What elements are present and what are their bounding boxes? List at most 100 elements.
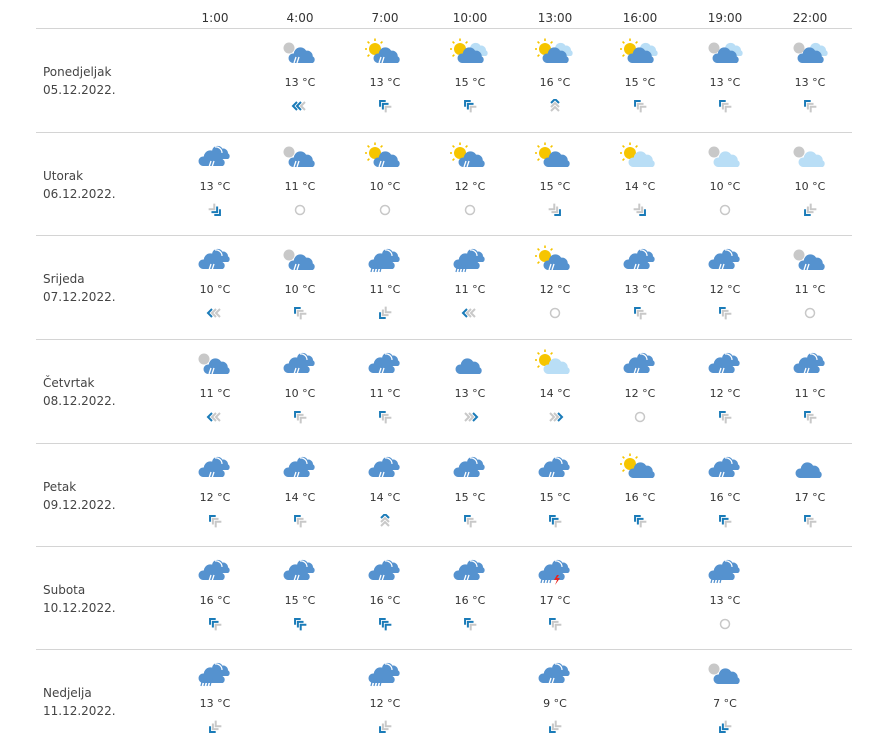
temperature: 13 °C [709, 594, 741, 607]
clouds-rain-icon [685, 453, 765, 483]
temperature: 11 °C [284, 180, 316, 193]
night-cloud-icon [685, 659, 765, 689]
night-light-cloud-icon [770, 142, 850, 172]
temperature: 11 °C [794, 387, 826, 400]
day-label: Srijeda 07.12.2022. [43, 270, 116, 306]
forecast-cell: 10 °C [345, 142, 425, 217]
temperature: 17 °C [794, 491, 826, 504]
sun-cloud-icon [515, 142, 595, 172]
day-name: Nedjelja [43, 686, 92, 700]
temperature: 17 °C [539, 594, 571, 607]
temperature: 16 °C [369, 594, 401, 607]
temperature: 13 °C [199, 180, 231, 193]
wind-calm-icon [430, 203, 510, 217]
day-name: Ponedjeljak [43, 65, 112, 79]
temperature: 10 °C [284, 387, 316, 400]
forecast-cell: 12 °C [685, 349, 765, 424]
wind-direction-icon [430, 514, 510, 528]
clouds-rain-icon [430, 453, 510, 483]
wind-calm-icon [515, 306, 595, 320]
forecast-cell: 11 °C [345, 245, 425, 320]
wind-direction-icon [685, 410, 765, 424]
forecast-cell: 11 °C [430, 245, 510, 320]
temperature: 10 °C [709, 180, 741, 193]
temperature: 13 °C [199, 697, 231, 710]
wind-direction-icon [345, 99, 425, 113]
hour-header: 16:00 [622, 11, 658, 25]
day-label: Četvrtak 08.12.2022. [43, 374, 116, 410]
forecast-cell: 12 °C [515, 245, 595, 320]
day-date: 05.12.2022. [43, 83, 116, 97]
wind-direction-icon [515, 410, 595, 424]
wind-direction-icon [260, 306, 340, 320]
wind-direction-icon [430, 99, 510, 113]
wind-direction-icon [770, 410, 850, 424]
wind-direction-icon [515, 617, 595, 631]
temperature: 16 °C [454, 594, 486, 607]
forecast-cell: 16 °C [515, 38, 595, 113]
temperature: 14 °C [369, 491, 401, 504]
wind-direction-icon [515, 514, 595, 528]
wind-calm-icon [345, 203, 425, 217]
day-date: 06.12.2022. [43, 187, 116, 201]
row-divider [36, 339, 852, 340]
forecast-cell: 11 °C [770, 245, 850, 320]
temperature: 13 °C [369, 76, 401, 89]
day-date: 09.12.2022. [43, 498, 116, 512]
temperature: 10 °C [284, 283, 316, 296]
temperature: 14 °C [539, 387, 571, 400]
wind-direction-icon [345, 617, 425, 631]
sun-clouds-icon [430, 38, 510, 68]
day-name: Petak [43, 480, 77, 494]
wind-direction-icon [260, 410, 340, 424]
day-date: 11.12.2022. [43, 704, 116, 718]
forecast-cell: 12 °C [345, 659, 425, 734]
row-divider [36, 443, 852, 444]
clouds-rain-icon [260, 349, 340, 379]
sun-clouds-icon [600, 38, 680, 68]
forecast-cell: 14 °C [260, 453, 340, 528]
wind-calm-icon [770, 306, 850, 320]
temperature: 12 °C [539, 283, 571, 296]
clouds-rain-icon [600, 245, 680, 275]
temperature: 10 °C [199, 283, 231, 296]
clouds-rain-icon [515, 453, 595, 483]
temperature: 16 °C [199, 594, 231, 607]
temperature: 10 °C [794, 180, 826, 193]
temperature: 13 °C [709, 76, 741, 89]
wind-direction-icon [600, 203, 680, 217]
night-clouds-icon [770, 38, 850, 68]
night-cloud-rain-icon [260, 142, 340, 172]
forecast-cell: 13 °C [345, 38, 425, 113]
night-cloud-rain-icon [260, 245, 340, 275]
wind-direction-icon [260, 514, 340, 528]
forecast-cell: 13 °C [600, 245, 680, 320]
hour-header: 22:00 [792, 11, 828, 25]
forecast-cell: 10 °C [770, 142, 850, 217]
day-label: Ponedjeljak 05.12.2022. [43, 63, 116, 99]
night-cloud-rain-icon [770, 245, 850, 275]
clouds-heavy-rain-icon [345, 245, 425, 275]
wind-direction-icon [175, 720, 255, 734]
night-light-cloud-icon [685, 142, 765, 172]
day-label: Petak 09.12.2022. [43, 478, 116, 514]
day-label: Nedjelja 11.12.2022. [43, 684, 116, 720]
day-label: Subota 10.12.2022. [43, 581, 116, 617]
wind-direction-icon [770, 203, 850, 217]
forecast-cell: 11 °C [345, 349, 425, 424]
forecast-cell: 14 °C [345, 453, 425, 528]
hour-header: 4:00 [286, 11, 314, 25]
forecast-cell: 14 °C [515, 349, 595, 424]
cloud-icon [430, 349, 510, 379]
sun-cloud-rain-icon [345, 142, 425, 172]
forecast-cell: 15 °C [260, 556, 340, 631]
wind-direction-icon [515, 720, 595, 734]
clouds-heavy-rain-icon [430, 245, 510, 275]
temperature: 11 °C [369, 283, 401, 296]
temperature: 16 °C [624, 491, 656, 504]
forecast-cell: 13 °C [685, 38, 765, 113]
wind-calm-icon [685, 617, 765, 631]
temperature: 15 °C [284, 594, 316, 607]
wind-direction-icon [345, 410, 425, 424]
